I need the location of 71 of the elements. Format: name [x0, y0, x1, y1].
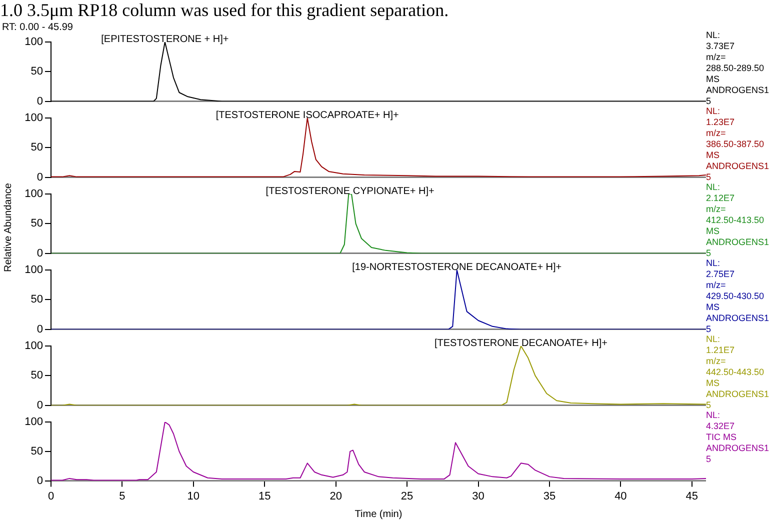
annotation: m/z=	[706, 356, 727, 367]
x-tick-label: 0	[48, 490, 54, 502]
y-tick-label: 100	[24, 340, 43, 352]
y-tick-label: 100	[24, 36, 43, 48]
x-tick-label: 5	[119, 490, 126, 502]
text: NL:	[706, 334, 722, 345]
x-tick-label: 10	[187, 490, 200, 502]
annotation: ANDROGENS15	[706, 389, 770, 411]
x-tick-label: 25	[400, 490, 414, 502]
annotation: MS	[706, 150, 720, 161]
annotation: ANDROGENS15	[706, 237, 770, 259]
annotation: MS	[706, 302, 720, 313]
y-tick-label: 100	[24, 188, 43, 200]
annotation: 2.75E7	[706, 269, 736, 280]
annotation: 3.73E7	[706, 41, 736, 52]
y-tick-label: 100	[24, 112, 43, 124]
chart-title: 1.0 3.5μm RP18 column was used for this gradient separation.	[0, 0, 449, 21]
text: NL:	[706, 258, 722, 269]
x-tick-label: 30	[472, 490, 484, 502]
annotation: ANDROGENS15	[706, 85, 770, 107]
annotation: ANDROGENS15	[706, 443, 770, 465]
annotation: m/z=	[706, 128, 727, 139]
y-tick-label: 50	[30, 142, 43, 154]
annotation: ANDROGENS15	[706, 313, 770, 335]
y-tick-label: 0	[36, 95, 43, 108]
y-tick-label: 50	[30, 66, 43, 78]
x-tick-label: 40	[614, 490, 627, 502]
annotation: m/z=	[706, 204, 727, 215]
annotation: 1.23E7	[706, 117, 736, 128]
annotation: ANDROGENS15	[706, 161, 770, 183]
y-tick-label: 0	[36, 474, 43, 487]
y-axis-title: Relative Abundance	[2, 183, 14, 272]
annotation: 386.50-387.50	[706, 139, 766, 150]
text: NL:	[706, 106, 722, 117]
y-tick-label: 100	[24, 264, 43, 276]
annotation: [19-NORTESTOSTERONE DECANOATE+ H]+	[352, 262, 562, 273]
annotation: 2.12E7	[706, 193, 736, 204]
y-tick-label: 0	[36, 399, 43, 412]
text: NL:	[706, 30, 722, 41]
y-tick-label: 50	[30, 294, 43, 306]
annotation: [TESTOSTERONE CYPIONATE+ H]+	[266, 186, 435, 197]
text: NL:	[706, 410, 722, 421]
annotation: [EPITESTOSTERONE + H]+	[101, 34, 229, 45]
annotation: [TESTOSTERONE DECANOATE+ H]+	[434, 338, 608, 349]
y-tick-label: 50	[30, 445, 43, 458]
annotation: 288.50-289.50	[706, 63, 766, 74]
y-tick-label: 0	[36, 171, 43, 184]
y-tick-label: 50	[30, 218, 43, 230]
annotation: MS	[706, 74, 720, 85]
annotation: 429.50-430.50	[706, 291, 766, 302]
annotation: 4.32E7	[706, 421, 736, 432]
y-tick-label: 0	[36, 247, 43, 260]
text: NL:	[706, 182, 722, 193]
x-tick-label: 45	[686, 490, 698, 502]
y-tick-label: 0	[36, 323, 43, 336]
annotation: [TESTOSTERONE ISOCAPROATE+ H]+	[216, 110, 400, 121]
y-tick-label: 100	[24, 416, 43, 428]
annotation: 442.50-443.50	[706, 367, 766, 378]
annotation: TIC MS	[706, 432, 738, 443]
x-tick-label: 15	[258, 490, 271, 502]
annotation: 1.21E7	[706, 345, 736, 356]
y-tick-label: 50	[30, 370, 43, 382]
chart-subtitle: RT: 0.00 - 45.99	[2, 22, 73, 33]
annotation: m/z=	[706, 52, 727, 63]
annotation: m/z=	[706, 280, 727, 291]
x-tick-label: 35	[543, 490, 556, 502]
x-axis-title: Time (min)	[354, 508, 402, 520]
x-tick-label: 20	[330, 490, 342, 502]
annotation: MS	[706, 378, 720, 389]
annotation: MS	[706, 226, 720, 237]
annotation: 412.50-413.50	[706, 215, 766, 226]
